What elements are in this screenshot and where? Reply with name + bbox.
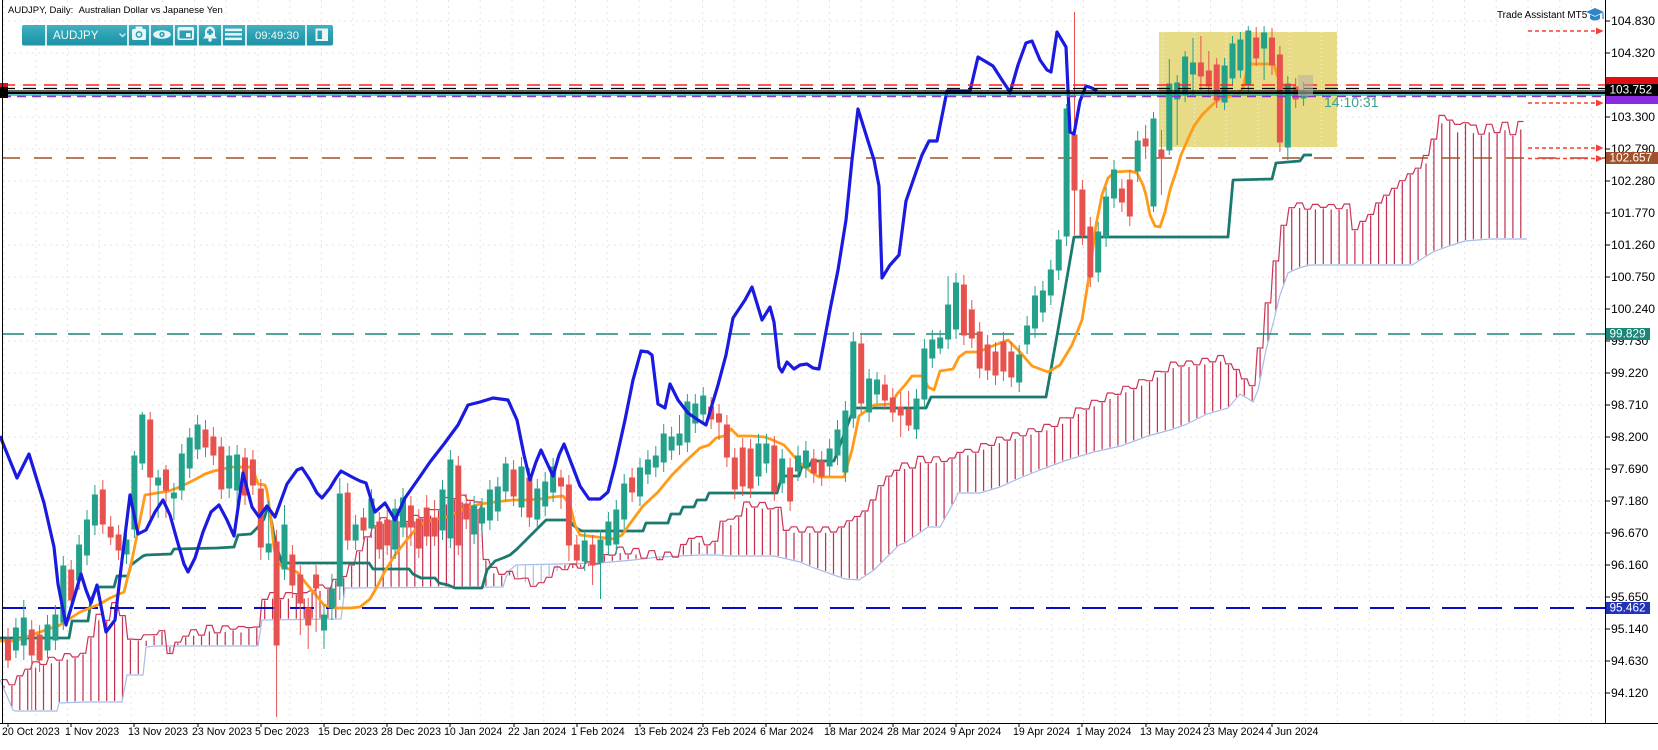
svg-text:22 Jan 2024: 22 Jan 2024 [508,726,566,738]
svg-text:4 Jun 2024: 4 Jun 2024 [1266,726,1319,738]
svg-text:96.670: 96.670 [1611,526,1648,540]
svg-text:94.120: 94.120 [1611,686,1648,700]
svg-text:102.280: 102.280 [1611,174,1655,188]
svg-text:97.690: 97.690 [1611,462,1648,476]
svg-text:95.462: 95.462 [1610,601,1646,615]
svg-text:104.320: 104.320 [1611,46,1655,60]
svg-text:1 Feb 2024: 1 Feb 2024 [571,726,625,738]
svg-text:14:10:31: 14:10:31 [1324,94,1379,110]
svg-text:101.770: 101.770 [1611,206,1655,220]
svg-text:13 May 2024: 13 May 2024 [1140,726,1201,738]
svg-text:99.220: 99.220 [1611,366,1648,380]
svg-text:20 Oct 2023: 20 Oct 2023 [2,726,60,738]
svg-text:Trade Assistant MT5: Trade Assistant MT5 [1497,10,1588,21]
svg-text:1 May 2024: 1 May 2024 [1076,726,1131,738]
svg-text:28 Dec 2023: 28 Dec 2023 [381,726,441,738]
svg-text:98.200: 98.200 [1611,430,1648,444]
svg-text:10 Jan 2024: 10 Jan 2024 [444,726,502,738]
svg-text:09:49:30: 09:49:30 [255,30,299,42]
svg-text:100.750: 100.750 [1611,270,1655,284]
svg-text:100.240: 100.240 [1611,302,1655,316]
svg-text:28 Mar 2024: 28 Mar 2024 [887,726,947,738]
svg-text:94.630: 94.630 [1611,654,1648,668]
svg-text:15 Dec 2023: 15 Dec 2023 [318,726,378,738]
svg-text:13 Nov 2023: 13 Nov 2023 [128,726,188,738]
svg-text:1 Nov 2023: 1 Nov 2023 [65,726,119,738]
svg-text:96.160: 96.160 [1611,558,1648,572]
svg-text:23 Feb 2024: 23 Feb 2024 [697,726,757,738]
svg-text:23 Nov 2023: 23 Nov 2023 [192,726,252,738]
svg-text:103.752: 103.752 [1610,83,1653,97]
svg-text:95.650: 95.650 [1611,590,1648,604]
svg-text:13 Feb 2024: 13 Feb 2024 [634,726,694,738]
svg-text:103.300: 103.300 [1611,110,1655,124]
svg-text:102.657: 102.657 [1610,151,1653,165]
svg-text:104.830: 104.830 [1611,14,1655,28]
svg-text:99.829: 99.829 [1610,327,1646,341]
svg-text:101.260: 101.260 [1611,238,1655,252]
svg-text:AUDJPY: AUDJPY [53,30,99,42]
svg-text:98.710: 98.710 [1611,398,1648,412]
svg-text:5 Dec 2023: 5 Dec 2023 [255,726,309,738]
svg-text:23 May 2024: 23 May 2024 [1203,726,1264,738]
svg-text:95.140: 95.140 [1611,622,1648,636]
svg-text:18 Mar 2024: 18 Mar 2024 [824,726,884,738]
svg-text:19 Apr 2024: 19 Apr 2024 [1013,726,1070,738]
svg-text:97.180: 97.180 [1611,494,1648,508]
svg-text:6 Mar 2024: 6 Mar 2024 [760,726,814,738]
svg-text:9 Apr 2024: 9 Apr 2024 [950,726,1001,738]
svg-text:AUDJPY, Daily: Australian Dol: AUDJPY, Daily: Australian Dollar vs Japa… [8,5,223,16]
